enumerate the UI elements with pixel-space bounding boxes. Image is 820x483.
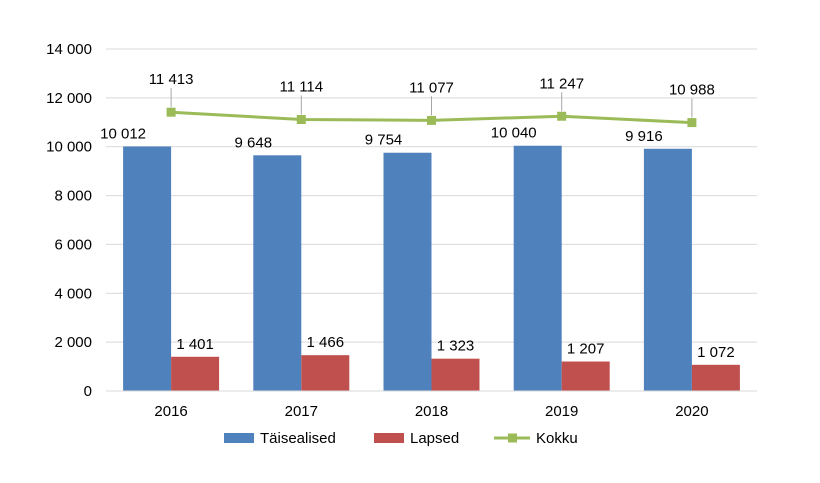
bar-taisealised — [123, 146, 172, 391]
bar-data-label: 1 207 — [567, 341, 605, 358]
legend-label: Kokku — [536, 430, 578, 447]
legend-label: Lapsed — [410, 430, 459, 447]
bar-taisealised — [253, 155, 302, 391]
x-tick-label: 2018 — [415, 403, 448, 420]
bar-data-label: 1 323 — [437, 338, 475, 355]
x-tick-label: 2016 — [154, 403, 187, 420]
bar-data-label: 1 466 — [307, 334, 345, 351]
legend-swatch — [374, 433, 404, 443]
bars — [123, 145, 740, 391]
line-data-label: 11 413 — [149, 71, 194, 88]
y-tick-label: 2 000 — [54, 334, 92, 351]
x-tick-label: 2019 — [545, 403, 578, 420]
legend: Täisealised Lapsed Kokku — [224, 430, 578, 447]
bar-data-label: 9 648 — [235, 134, 273, 151]
legend-marker — [508, 433, 517, 443]
line-data-label: 11 114 — [279, 79, 323, 96]
bar-data-label: 10 012 — [100, 125, 146, 142]
x-axis-ticks: 2016 2017 2018 2019 2020 — [154, 403, 708, 420]
bar-lapsed — [301, 355, 350, 391]
y-axis-ticks: 0 2 000 4 000 6 000 8 000 10 000 12 000 14 000 — [46, 41, 92, 400]
bar-taisealised — [513, 145, 562, 391]
bar-lapsed — [691, 364, 740, 391]
x-tick-label: 2017 — [285, 403, 318, 420]
y-tick-label: 4 000 — [54, 285, 92, 302]
line-data-label: 11 247 — [539, 75, 584, 92]
legend-label: Täisealised — [260, 430, 336, 447]
bar-taisealised — [643, 148, 692, 391]
line-data-label: 10 988 — [669, 82, 715, 99]
bar-lapsed — [561, 361, 610, 391]
bar-data-labels: 10 012 9 648 9 754 10 040 9 916 1 401 1 466 1 3… — [100, 125, 735, 361]
y-tick-label: 0 — [84, 383, 92, 400]
line-data-label: 11 077 — [409, 79, 454, 96]
y-tick-label: 10 000 — [46, 139, 92, 156]
total-line: 11 413 11 114 11 077 11 247 10 988 — [149, 71, 715, 128]
y-tick-label: 14 000 — [46, 41, 92, 58]
legend-swatch — [224, 433, 254, 443]
x-tick-label: 2020 — [675, 403, 708, 420]
bar-lapsed — [171, 356, 220, 391]
line-point-kokku — [687, 118, 697, 128]
y-tick-label: 12 000 — [46, 90, 92, 107]
bar-data-label: 1 072 — [697, 344, 735, 361]
bar-data-label: 9 754 — [365, 132, 403, 149]
line-point-kokku — [427, 115, 436, 125]
y-tick-label: 6 000 — [54, 236, 92, 253]
bar-data-label: 10 040 — [491, 125, 537, 142]
bar-lapsed — [431, 358, 480, 391]
bar-data-label: 1 401 — [176, 336, 214, 353]
bar-data-label: 9 916 — [625, 128, 663, 145]
line-point-kokku — [296, 115, 306, 125]
line-point-kokku — [557, 111, 567, 121]
y-tick-label: 8 000 — [54, 188, 92, 205]
line-point-kokku — [166, 107, 176, 117]
bar-taisealised — [383, 152, 432, 391]
